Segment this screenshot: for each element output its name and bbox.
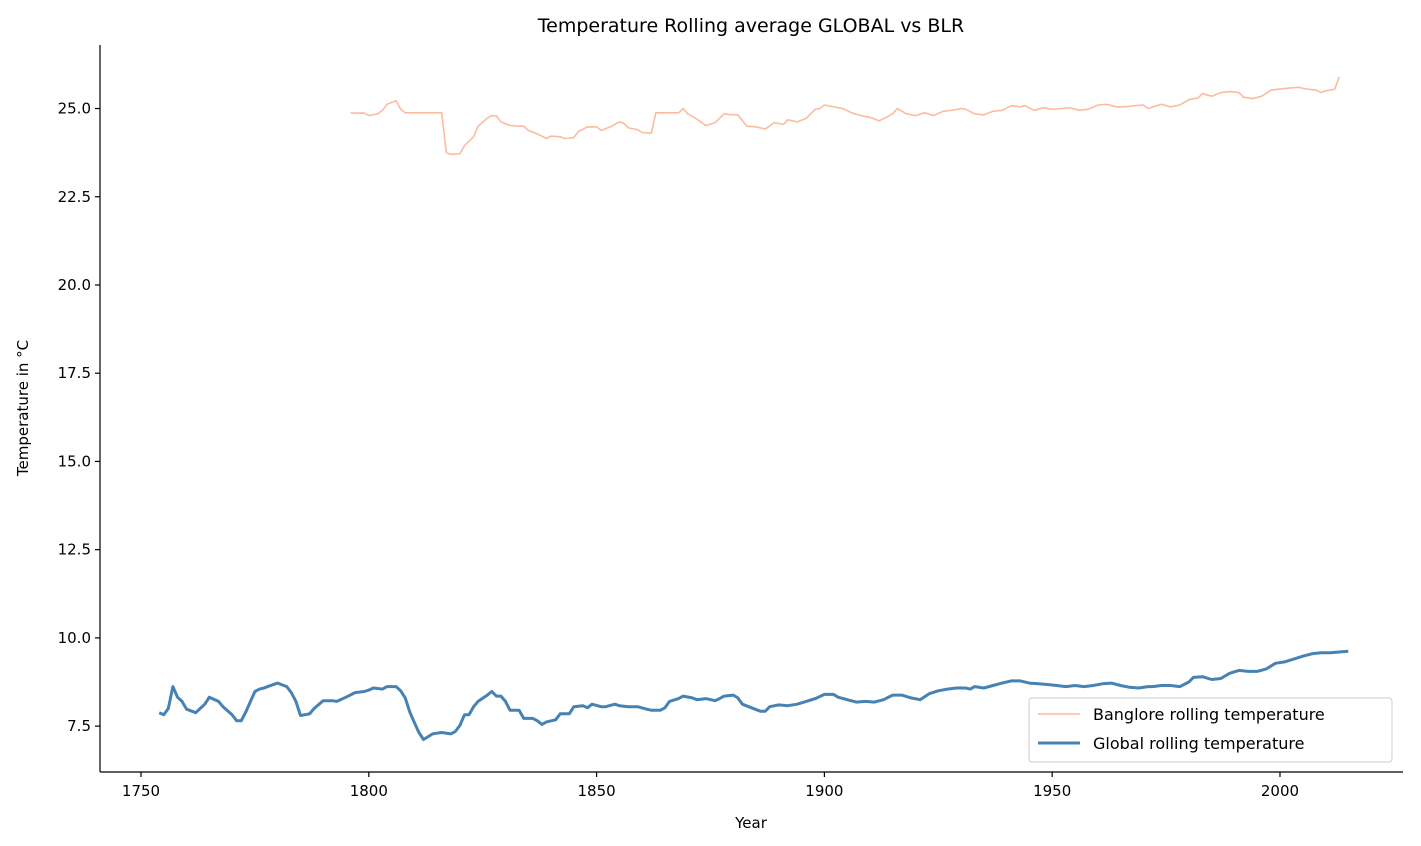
y-tick-label: 22.5 [58,188,91,206]
x-axis-ticks: 1750 1800 1850 1900 1950 2000 [122,772,1299,800]
y-axis-title: Temperature in °C [14,340,32,477]
x-tick-label: 1800 [350,782,388,800]
y-tick-label: 17.5 [58,364,91,382]
x-tick-label: 1900 [805,782,843,800]
legend: Banglore rolling temperature Global roll… [1028,697,1393,763]
legend-box [1028,697,1393,763]
chart-title: Temperature Rolling average GLOBAL vs BL… [537,15,964,37]
series-line-banglore [350,76,1340,156]
x-axis-title: Year [734,814,768,832]
legend-label-banglore: Banglore rolling temperature [1093,705,1325,724]
series-line-global [158,649,1349,741]
y-tick-label: 12.5 [58,541,91,559]
x-tick-label: 1750 [122,782,160,800]
y-tick-label: 7.5 [67,717,91,735]
x-tick-label: 1950 [1033,782,1071,800]
y-tick-label: 10.0 [58,629,91,647]
y-axis-ticks: 7.5 10.0 12.5 15.0 17.5 20.0 22.5 25.0 [58,100,100,735]
y-tick-label: 15.0 [58,452,91,470]
y-tick-label: 20.0 [58,276,91,294]
legend-label-global: Global rolling temperature [1093,734,1304,753]
x-tick-label: 1850 [578,782,616,800]
y-tick-label: 25.0 [58,100,91,118]
plot-area [158,76,1349,741]
x-tick-label: 2000 [1261,782,1299,800]
